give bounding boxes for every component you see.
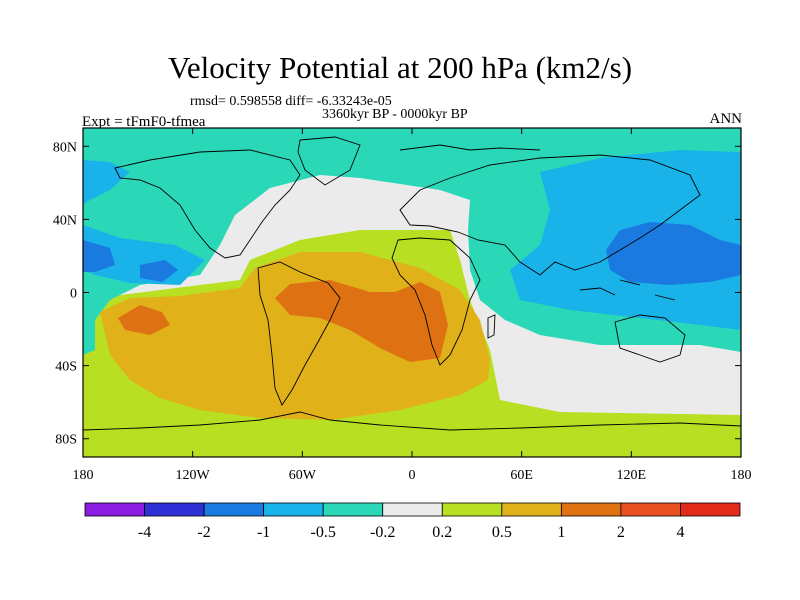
coast-indonesia [579,279,676,301]
colorbar-label: -0.2 [370,524,395,541]
colorbar-swatch [382,502,443,517]
colorbar-label: 0.2 [432,524,452,541]
y-tick-label: 0 [70,287,77,302]
season-label: ANN [709,111,743,127]
x-tick-label: 60E [510,468,533,483]
colorbar-label: -4 [138,524,151,541]
x-tick-label: 120W [176,468,211,483]
colorbar-label: 1 [557,524,565,541]
colorbar-swatch [263,502,324,517]
x-tick-label: 180 [73,468,94,483]
fill-blue-west2 [140,260,178,282]
y-tick-label: 80N [53,140,77,155]
coast-greenland [297,136,361,186]
x-tick-label: 180 [731,468,752,483]
coast-europe-asia [399,154,701,276]
colorbar-swatch [680,502,741,517]
coastlines [83,136,741,431]
colorbar-swatch [501,502,562,517]
colorbar-swatch [203,502,265,517]
coast-australia [614,314,686,363]
colorbar-label: 0.5 [492,524,512,541]
coast-north-america [114,149,301,259]
colorbar-label: 2 [617,524,625,541]
colorbar-label: -2 [197,524,210,541]
colorbar-swatch [84,502,145,517]
y-tick-label: 40N [53,213,77,228]
colorbar-swatch [322,502,384,517]
fill-lightblue-west [83,160,130,205]
coast-madagascar [487,314,496,339]
stats-line: rmsd= 0.598558 diff= -6.33243e-05 [190,94,392,109]
colorbar-swatch [144,502,205,517]
coast-south-america [257,261,341,406]
chart-title: Velocity Potential at 200 hPa (km2/s) [167,50,633,85]
fill-blue-west [83,240,115,272]
x-tick-label: 60W [289,468,317,483]
colorbar-swatch [620,502,681,517]
colorbar: -4 -2 -1 -0.5 -0.2 0.2 0.5 1 2 4 [84,502,741,541]
experiment-label: Expt = tFmF0-tfmea [82,114,206,130]
fill-darkorange-south-america [275,280,448,362]
axis-ticks: 180 120W 60W 0 60E 120E 180 80N 40N 0 40S 80S [53,128,752,483]
x-tick-label: 0 [409,468,416,483]
fill-darkorange-pacific [118,305,170,335]
period-label: 3360kyr BP - 0000kyr BP [322,107,468,122]
y-tick-label: 80S [55,433,77,448]
coast-africa [391,237,481,366]
colorbar-label: 4 [676,524,684,541]
coast-antarctica [83,411,741,431]
colorbar-swatch [441,502,503,517]
contour-field [83,128,741,457]
colorbar-label: -1 [257,524,270,541]
y-tick-label: 40S [55,360,77,375]
colorbar-swatch [560,502,622,517]
coast-arctic [399,144,541,151]
x-tick-label: 120E [617,468,647,483]
colorbar-label: -0.5 [311,524,336,541]
